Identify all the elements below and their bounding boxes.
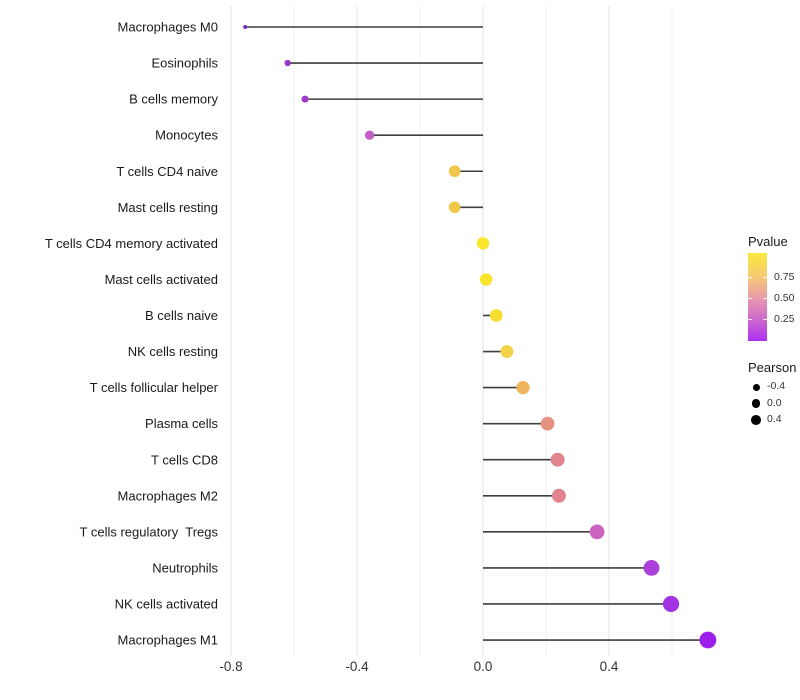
lollipop-dot (550, 452, 565, 467)
y-axis-label: T cells regulatory Tregs (80, 524, 219, 539)
y-axis-label: B cells naive (145, 308, 218, 323)
colorbar-tick-label: 0.75 (774, 270, 795, 283)
lollipop-dot (516, 380, 530, 395)
y-axis-label: Neutrophils (152, 560, 218, 575)
colorbar-tick-label: 0.50 (774, 291, 795, 304)
pearson-legend: Pearson -0.4 0.0 0.4 (746, 360, 800, 435)
x-tick-label: 0.0 (474, 659, 493, 674)
x-tick-label: -0.4 (345, 659, 369, 674)
x-tick-label: 0.4 (600, 659, 619, 674)
lollipop-dot (489, 309, 503, 322)
lollipop-dot (699, 631, 717, 649)
lollipop-dot (364, 130, 375, 140)
colorbar-tick-mark (748, 277, 752, 279)
y-axis-label: Eosinophils (152, 56, 219, 71)
y-axis-label: T cells CD4 naive (116, 164, 218, 179)
y-axis-label: Macrophages M0 (118, 20, 218, 35)
y-axis-label: Plasma cells (145, 416, 218, 431)
colorbar-tick-mark (748, 298, 752, 300)
y-axis-label: Mast cells activated (105, 272, 218, 287)
lollipop-dot (479, 273, 493, 286)
y-axis-label: Macrophages M1 (118, 633, 218, 648)
y-axis-label: B cells memory (129, 92, 218, 107)
y-axis-label: Mast cells resting (118, 200, 218, 215)
lollipop-dot (301, 95, 309, 103)
pearson-size-label: 0.4 (767, 413, 782, 425)
lollipop-dot (551, 488, 566, 503)
pvalue-colorbar (748, 253, 767, 341)
plot-panel: -0.8 -0.4 0.0 0.4 Macrophages M0 Eosinophils B… (45, 6, 717, 674)
colorbar-tick-label: 0.25 (774, 312, 795, 325)
lollipop-dot (243, 25, 248, 29)
pvalue-legend-title: Pvalue (748, 234, 788, 249)
y-axis-label: NK cells resting (128, 344, 218, 359)
y-axis-label: T cells follicular helper (90, 380, 219, 395)
lollipop-dot (589, 524, 605, 540)
y-axis-label: Monocytes (155, 128, 218, 143)
y-axis-label: Macrophages M2 (118, 488, 218, 503)
lollipop-dot (643, 560, 660, 576)
lollipop-dot (540, 416, 555, 431)
lollipop-dot (500, 345, 514, 358)
y-axis-label: T cells CD4 memory activated (45, 236, 218, 251)
x-tick-label: -0.8 (219, 659, 242, 674)
pearson-size-dot (752, 383, 760, 391)
pearson-size-dot (751, 415, 761, 425)
lollipop-dot (284, 59, 291, 67)
colorbar-tick-mark (748, 319, 752, 321)
lollipop-dot (448, 165, 461, 178)
lollipop-dot (448, 201, 461, 214)
y-axis-label: T cells CD8 (151, 452, 218, 467)
colorbar-tick-mark (763, 298, 767, 300)
pearson-size-dot (751, 399, 761, 408)
lollipop-dot (662, 595, 680, 613)
pvalue-legend: Pvalue 0.75 0.50 0.25 (746, 234, 800, 364)
colorbar-tick-mark (763, 319, 767, 321)
pearson-size-label: -0.4 (767, 380, 786, 392)
y-axis-label: NK cells activated (115, 597, 218, 612)
pearson-size-label: 0.0 (767, 396, 782, 409)
colorbar-tick-mark (763, 277, 767, 279)
lollipop-dot (476, 237, 490, 250)
pearson-legend-title: Pearson (748, 360, 797, 375)
